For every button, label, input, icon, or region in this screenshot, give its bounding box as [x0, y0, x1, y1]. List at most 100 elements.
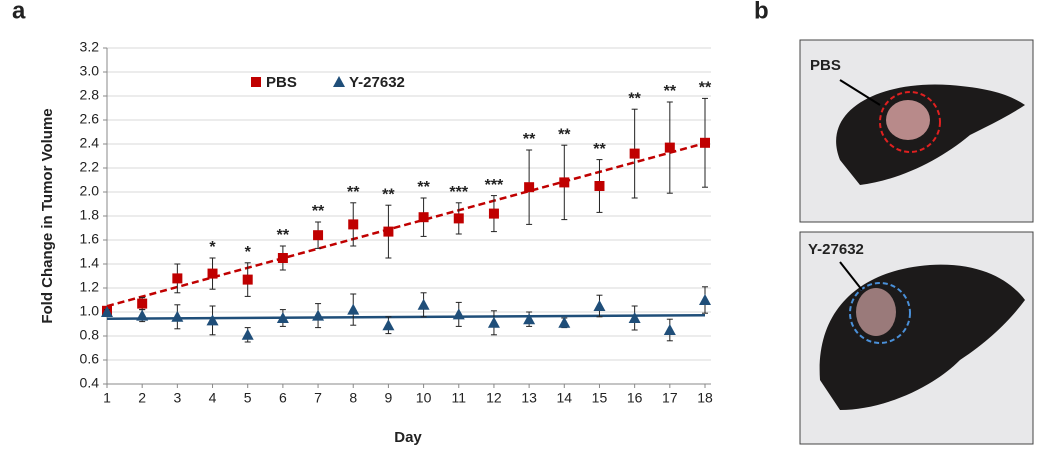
- y-tick-label: 0.4: [80, 375, 100, 391]
- marker: [700, 137, 710, 148]
- x-tick-label: 3: [173, 390, 181, 406]
- marker: [277, 253, 288, 263]
- y-tick-label: 1.4: [80, 255, 100, 271]
- marker: [136, 309, 149, 321]
- marker: [488, 208, 499, 219]
- tumor-circle: [849, 282, 911, 344]
- marker: [382, 319, 395, 331]
- x-tick-label: 5: [244, 390, 252, 406]
- y-tick-label: 1.2: [80, 279, 100, 295]
- marker: [242, 274, 253, 285]
- y-tick-label: 3.0: [80, 63, 100, 79]
- tumor: [856, 288, 896, 336]
- x-tick-label: 17: [662, 390, 678, 406]
- significance: ***: [449, 184, 468, 201]
- tumor: [886, 100, 930, 140]
- x-tick-label: 4: [209, 390, 217, 406]
- legend-label: Y-27632: [349, 74, 405, 91]
- x-axis-label: Day: [394, 429, 422, 446]
- x-tick-label: 10: [416, 390, 432, 406]
- y-tick-label: 3.2: [80, 39, 100, 55]
- marker: [629, 148, 640, 159]
- marker: [101, 306, 113, 317]
- y-tick-label: 2.2: [80, 159, 100, 175]
- x-tick-label: 14: [557, 390, 573, 406]
- photo-label: Y-27632: [808, 241, 864, 258]
- marker: [276, 312, 289, 323]
- x-tick-label: 13: [521, 390, 537, 406]
- y-tick-label: 1.6: [80, 231, 100, 247]
- x-tick-label: 11: [451, 390, 466, 406]
- arrow: [839, 261, 863, 291]
- marker: [172, 273, 183, 284]
- marker: [663, 324, 676, 335]
- x-tick-label: 16: [627, 390, 643, 406]
- x-tick-label: 2: [138, 390, 146, 406]
- x-tick-label: 7: [314, 390, 322, 406]
- marker: [664, 142, 675, 153]
- panel-label: b: [754, 0, 769, 24]
- significance: **: [628, 90, 641, 107]
- marker: [171, 310, 184, 322]
- significance: **: [664, 83, 677, 100]
- x-tick-label: 1: [103, 390, 111, 406]
- marker: [418, 212, 429, 223]
- significance: **: [558, 126, 571, 143]
- photo-pbs: PBS: [799, 39, 1034, 223]
- x-tick-label: 15: [592, 390, 608, 406]
- marker: [487, 316, 500, 328]
- significance: **: [277, 227, 290, 244]
- y-tick-label: 2.0: [80, 183, 100, 199]
- significance: **: [417, 179, 430, 196]
- significance: **: [699, 80, 712, 97]
- x-tick-label: 8: [349, 390, 357, 406]
- y-tick-label: 1.8: [80, 207, 100, 223]
- tumor-circle: [879, 91, 941, 153]
- marker: [593, 300, 606, 311]
- trendline: [106, 313, 706, 321]
- photo-y27632: Y-27632: [799, 231, 1034, 445]
- marker: [137, 298, 148, 309]
- significance: **: [312, 203, 325, 220]
- marker: [347, 303, 360, 315]
- marker: [523, 313, 536, 325]
- significance: **: [382, 186, 395, 203]
- y-tick-label: 0.8: [80, 327, 100, 343]
- x-tick-label: 9: [385, 390, 393, 406]
- legend-marker: [333, 76, 345, 87]
- y-axis-label: Fold Change in Tumor Volume: [39, 108, 56, 323]
- marker: [453, 213, 464, 224]
- significance: **: [523, 131, 536, 148]
- marker: [348, 219, 359, 230]
- marker: [699, 294, 711, 305]
- legend-label: PBS: [266, 74, 297, 91]
- marker: [383, 226, 394, 237]
- trendline: [106, 141, 706, 308]
- marker: [594, 181, 605, 191]
- y-tick-label: 2.4: [80, 135, 100, 151]
- y-tick-label: 1.0: [80, 303, 100, 319]
- marker: [628, 312, 641, 323]
- significance: *: [245, 244, 252, 261]
- marker: [559, 177, 570, 188]
- x-tick-label: 6: [279, 390, 287, 406]
- y-tick-label: 2.8: [80, 87, 100, 103]
- x-tick-label: 12: [486, 390, 502, 406]
- legend-marker: [251, 77, 261, 87]
- y-tick-label: 2.6: [80, 111, 100, 127]
- marker: [558, 316, 571, 328]
- significance: *: [209, 239, 216, 256]
- x-tick-label: 18: [697, 390, 713, 406]
- marker: [452, 308, 465, 320]
- marker: [524, 182, 535, 193]
- marker: [206, 314, 219, 326]
- significance: **: [347, 184, 360, 201]
- marker: [313, 230, 324, 241]
- y-tick-label: 0.6: [80, 351, 100, 367]
- arrow: [839, 79, 881, 106]
- marker: [312, 309, 325, 321]
- panel-label: a: [12, 0, 26, 24]
- significance: ***: [485, 177, 504, 194]
- marker: [207, 268, 218, 279]
